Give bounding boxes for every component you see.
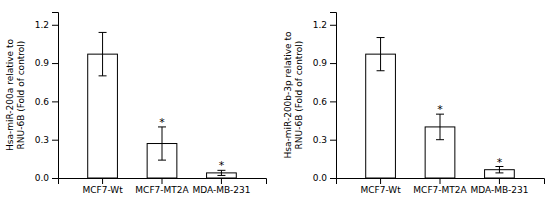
y-axis-title-line: Hsa-miR-200a relative to bbox=[5, 39, 15, 152]
y-tick-label: 0.6 bbox=[313, 97, 328, 107]
x-tick: MCF7-MT2A bbox=[413, 178, 467, 195]
y-axis-title-line: Hsa-miR-200b-3p relative to bbox=[283, 31, 293, 158]
y-tick-mark bbox=[330, 63, 336, 64]
y-tick-mark bbox=[330, 25, 336, 26]
plot-area bbox=[88, 32, 237, 178]
x-tick-mark bbox=[221, 178, 222, 184]
y-tick: 0.6 bbox=[313, 97, 336, 107]
y-tick-label: 1.2 bbox=[313, 20, 327, 30]
significance-marker: * bbox=[219, 159, 225, 172]
y-axis-title-line: RNU-6B (Fold of control) bbox=[16, 41, 26, 150]
y-tick-label: 0.9 bbox=[313, 58, 328, 68]
x-tick-label: MCF7-MT2A bbox=[135, 185, 189, 195]
y-tick-mark bbox=[52, 25, 58, 26]
y-axis-title: Hsa-miR-200b-3p relative toRNU-6B (Fold … bbox=[283, 31, 304, 158]
error-bar-cap bbox=[495, 172, 503, 173]
y-tick-mark bbox=[52, 178, 58, 179]
y-tick-label: 0.3 bbox=[35, 135, 49, 145]
y-tick: 0.3 bbox=[313, 135, 336, 145]
y-tick: 0.0 bbox=[313, 173, 336, 183]
error-bar bbox=[158, 127, 166, 160]
x-tick: MCF7-Wt bbox=[360, 178, 401, 195]
y-tick-label: 0.0 bbox=[313, 173, 328, 183]
x-tick-mark bbox=[380, 178, 381, 184]
y-tick-mark bbox=[52, 101, 58, 102]
y-axis-line bbox=[52, 13, 59, 179]
x-tick: MDA-MB-231 bbox=[192, 178, 250, 195]
y-tick-label: 0.0 bbox=[35, 173, 50, 183]
significance-marker: * bbox=[437, 103, 443, 116]
y-tick: 0.6 bbox=[35, 97, 58, 107]
y-axis-line bbox=[330, 13, 337, 179]
error-bar bbox=[377, 38, 385, 71]
y-tick: 0.0 bbox=[35, 173, 58, 183]
bar bbox=[366, 54, 396, 178]
y-tick: 1.2 bbox=[35, 20, 58, 30]
error-bar-cap bbox=[99, 75, 107, 76]
x-axis-line bbox=[59, 179, 267, 185]
significance-marker: * bbox=[497, 156, 503, 169]
x-tick: MCF7-MT2A bbox=[135, 178, 189, 195]
y-tick: 0.9 bbox=[35, 58, 58, 68]
x-tick-mark bbox=[440, 178, 441, 184]
x-tick-label: MDA-MB-231 bbox=[192, 185, 250, 195]
x-tick-mark bbox=[499, 178, 500, 184]
x-axis-line bbox=[337, 179, 545, 185]
x-tick-mark bbox=[162, 178, 163, 184]
x-axis: MCF7-Wt MCF7-MT2AMDA-MB-231 bbox=[337, 178, 545, 195]
y-tick-label: 0.6 bbox=[35, 97, 50, 107]
error-bar-cap bbox=[99, 32, 107, 33]
x-tick: MCF7-Wt bbox=[82, 178, 123, 195]
y-tick-mark bbox=[330, 178, 336, 179]
x-tick-label: MCF7-Wt bbox=[360, 185, 401, 195]
error-bar bbox=[436, 114, 444, 140]
y-axis-title-line: RNU-6B (Fold of control) bbox=[294, 41, 304, 150]
y-tick: 0.3 bbox=[35, 135, 58, 145]
y-tick: 1.2 bbox=[313, 20, 336, 30]
error-bar-cap bbox=[217, 175, 225, 176]
plot-area bbox=[366, 38, 515, 178]
x-tick-label: MDA-MB-231 bbox=[470, 185, 528, 195]
error-bar-stem bbox=[102, 32, 103, 75]
y-tick-label: 1.2 bbox=[35, 20, 49, 30]
error-bar-stem bbox=[162, 127, 163, 160]
y-axis-title: Hsa-miR-200a relative toRNU-6B (Fold of … bbox=[5, 39, 26, 152]
x-tick-label: MCF7-MT2A bbox=[413, 185, 467, 195]
error-bar-stem bbox=[380, 38, 381, 71]
y-axis: 0.0 0.3 0.6 0.9 1.2 bbox=[313, 13, 337, 184]
y-tick-label: 0.3 bbox=[313, 135, 327, 145]
error-bar bbox=[99, 32, 107, 75]
x-tick: MDA-MB-231 bbox=[470, 178, 528, 195]
error-bar-cap bbox=[436, 139, 444, 140]
y-tick-mark bbox=[330, 140, 336, 141]
error-bar-cap bbox=[377, 37, 385, 38]
figure: 0.00.30.60.91.2MCF7-WtMCF7-MT2AMDA-MB-23… bbox=[0, 0, 556, 202]
error-bar-cap bbox=[158, 160, 166, 161]
x-tick-label: MCF7-Wt bbox=[82, 185, 123, 195]
panel: 0.0 0.3 0.6 0.9 1.2 MCF7-Wt MCF7-MT2AMDA-MB-23… bbox=[283, 13, 545, 196]
panel: 0.0 0.3 0.6 0.9 1.2 MCF7-Wt MCF7-MT2AMDA-MB-23… bbox=[5, 13, 267, 196]
y-tick-label: 0.9 bbox=[35, 58, 50, 68]
x-axis: MCF7-Wt MCF7-MT2AMDA-MB-231 bbox=[59, 178, 267, 195]
significance-marker: * bbox=[159, 116, 165, 129]
y-tick-mark bbox=[52, 63, 58, 64]
x-tick-mark bbox=[102, 178, 103, 184]
y-tick-mark bbox=[330, 101, 336, 102]
y-tick: 0.9 bbox=[313, 58, 336, 68]
y-tick-mark bbox=[52, 140, 58, 141]
error-bar-stem bbox=[440, 114, 441, 140]
y-axis: 0.0 0.3 0.6 0.9 1.2 bbox=[35, 13, 59, 184]
error-bar-cap bbox=[377, 70, 385, 71]
